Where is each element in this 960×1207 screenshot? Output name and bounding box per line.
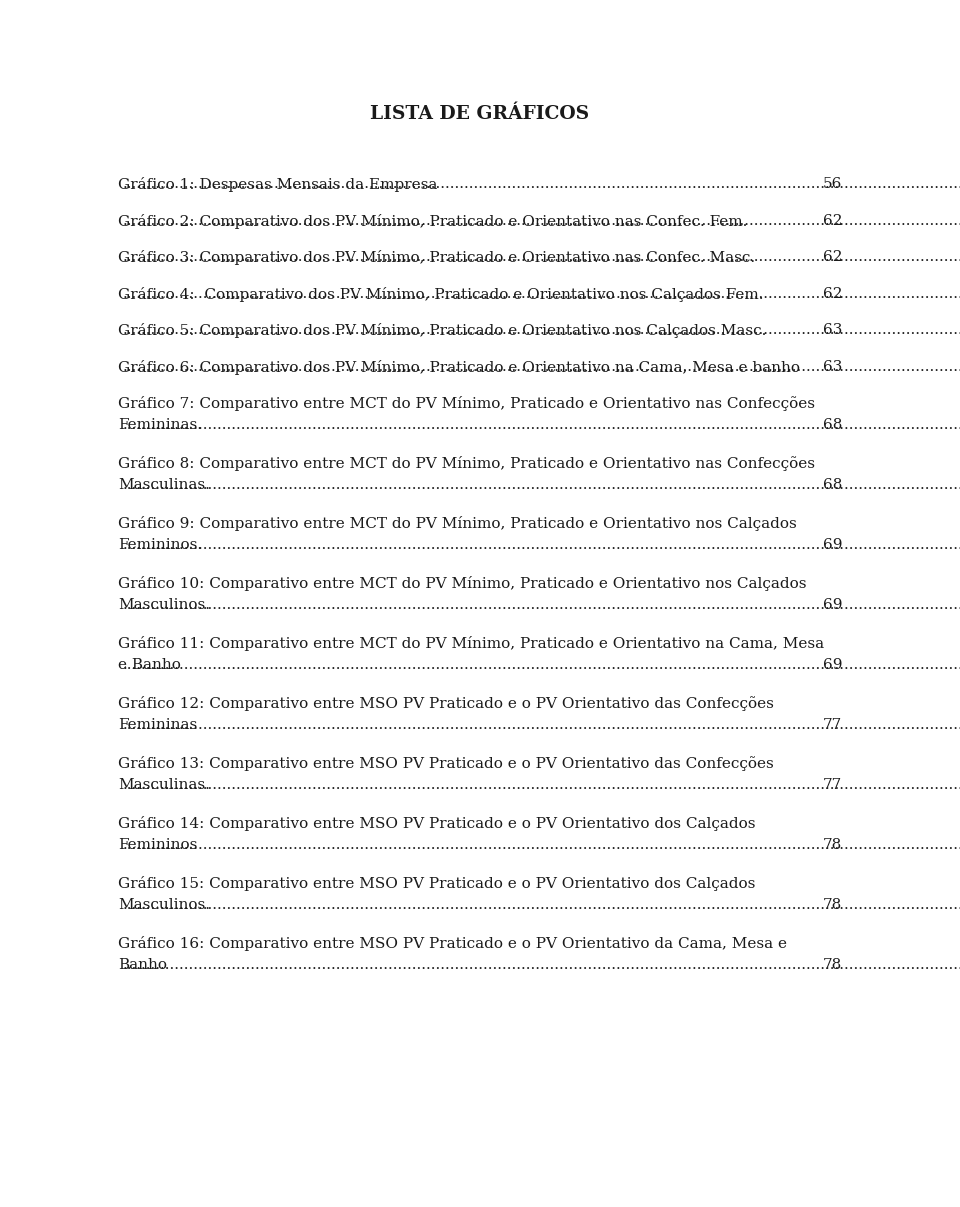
Text: Gráfico 15: Comparativo entre MSO PV Praticado e o PV Orientativo dos Calçados: Gráfico 15: Comparativo entre MSO PV Pra… xyxy=(118,876,756,891)
Text: ................................................................................: ........................................… xyxy=(123,958,960,972)
Text: ................................................................................: ........................................… xyxy=(123,177,960,191)
Text: Gráfico 6: Comparativo dos PV Mínimo, Praticado e Orientativo na Cama, Mesa e ba: Gráfico 6: Comparativo dos PV Mínimo, Pr… xyxy=(118,360,800,374)
Text: 63: 63 xyxy=(823,323,842,337)
Text: 62: 62 xyxy=(823,286,842,301)
Text: Femininos.: Femininos. xyxy=(118,538,203,552)
Text: 78: 78 xyxy=(823,898,842,912)
Text: Gráfico 12: Comparativo entre MSO PV Praticado e o PV Orientativo das Confecções: Gráfico 12: Comparativo entre MSO PV Pra… xyxy=(118,696,774,711)
Text: ................................................................................: ........................................… xyxy=(123,658,960,672)
Text: Gráfico 7: Comparativo entre MCT do PV Mínimo, Praticado e Orientativo nas Confe: Gráfico 7: Comparativo entre MCT do PV M… xyxy=(118,396,815,412)
Text: 62: 62 xyxy=(823,214,842,227)
Text: ................................................................................: ........................................… xyxy=(123,323,960,337)
Text: Gráfico 11: Comparativo entre MCT do PV Mínimo, Praticado e Orientativo na Cama,: Gráfico 11: Comparativo entre MCT do PV … xyxy=(118,636,824,651)
Text: Gráfico 10: Comparativo entre MCT do PV Mínimo, Praticado e Orientativo nos Calç: Gráfico 10: Comparativo entre MCT do PV … xyxy=(118,576,806,591)
Text: 77: 77 xyxy=(823,718,842,731)
Text: 69: 69 xyxy=(823,658,842,672)
Text: ................................................................................: ........................................… xyxy=(123,718,960,731)
Text: Gráfico 5: Comparativo dos PV Mínimo, Praticado e Orientativo nos Calçados Masc.: Gráfico 5: Comparativo dos PV Mínimo, Pr… xyxy=(118,323,766,338)
Text: ................................................................................: ........................................… xyxy=(123,286,960,301)
Text: ................................................................................: ........................................… xyxy=(123,214,960,227)
Text: ................................................................................: ........................................… xyxy=(123,250,960,264)
Text: 62: 62 xyxy=(823,250,842,264)
Text: Gráfico 8: Comparativo entre MCT do PV Mínimo, Praticado e Orientativo nas Confe: Gráfico 8: Comparativo entre MCT do PV M… xyxy=(118,456,815,471)
Text: e Banho: e Banho xyxy=(118,658,180,672)
Text: 63: 63 xyxy=(823,360,842,373)
Text: Masculinas.: Masculinas. xyxy=(118,779,210,792)
Text: ................................................................................: ........................................… xyxy=(123,898,960,912)
Text: Gráfico 16: Comparativo entre MSO PV Praticado e o PV Orientativo da Cama, Mesa : Gráfico 16: Comparativo entre MSO PV Pra… xyxy=(118,935,787,951)
Text: ................................................................................: ........................................… xyxy=(123,779,960,792)
Text: Femininas: Femininas xyxy=(118,718,197,731)
Text: Gráfico 4:  Comparativo dos PV Mínimo, Praticado e Orientativo nos Calçados Fem.: Gráfico 4: Comparativo dos PV Mínimo, Pr… xyxy=(118,286,763,302)
Text: ................................................................................: ........................................… xyxy=(123,838,960,852)
Text: 77: 77 xyxy=(823,779,842,792)
Text: ................................................................................: ........................................… xyxy=(123,538,960,552)
Text: Masculinas.: Masculinas. xyxy=(118,478,210,492)
Text: ................................................................................: ........................................… xyxy=(123,418,960,432)
Text: ................................................................................: ........................................… xyxy=(123,597,960,612)
Text: ................................................................................: ........................................… xyxy=(123,360,960,373)
Text: Femininas.: Femininas. xyxy=(118,418,202,432)
Text: Femininos: Femininos xyxy=(118,838,198,852)
Text: ................................................................................: ........................................… xyxy=(123,478,960,492)
Text: 68: 68 xyxy=(823,418,842,432)
Text: Gráfico 1: Despesas Mensais da Empresa: Gráfico 1: Despesas Mensais da Empresa xyxy=(118,177,438,192)
Text: Masculinos.: Masculinos. xyxy=(118,898,210,912)
Text: 69: 69 xyxy=(823,597,842,612)
Text: 78: 78 xyxy=(823,958,842,972)
Text: Banho: Banho xyxy=(118,958,167,972)
Text: Gráfico 9: Comparativo entre MCT do PV Mínimo, Praticado e Orientativo nos Calça: Gráfico 9: Comparativo entre MCT do PV M… xyxy=(118,517,797,531)
Text: Gráfico 3: Comparativo dos PV Mínimo, Praticado e Orientativo nas Confec. Masc.: Gráfico 3: Comparativo dos PV Mínimo, Pr… xyxy=(118,250,756,266)
Text: LISTA DE GRÁFICOS: LISTA DE GRÁFICOS xyxy=(371,105,589,123)
Text: Gráfico 14: Comparativo entre MSO PV Praticado e o PV Orientativo dos Calçados: Gráfico 14: Comparativo entre MSO PV Pra… xyxy=(118,816,756,830)
Text: 56: 56 xyxy=(823,177,842,191)
Text: 68: 68 xyxy=(823,478,842,492)
Text: 78: 78 xyxy=(823,838,842,852)
Text: Gráfico 13: Comparativo entre MSO PV Praticado e o PV Orientativo das Confecções: Gráfico 13: Comparativo entre MSO PV Pra… xyxy=(118,756,774,771)
Text: Masculinos.: Masculinos. xyxy=(118,597,210,612)
Text: 69: 69 xyxy=(823,538,842,552)
Text: Gráfico 2: Comparativo dos PV Mínimo, Praticado e Orientativo nas Confec. Fem.: Gráfico 2: Comparativo dos PV Mínimo, Pr… xyxy=(118,214,748,228)
